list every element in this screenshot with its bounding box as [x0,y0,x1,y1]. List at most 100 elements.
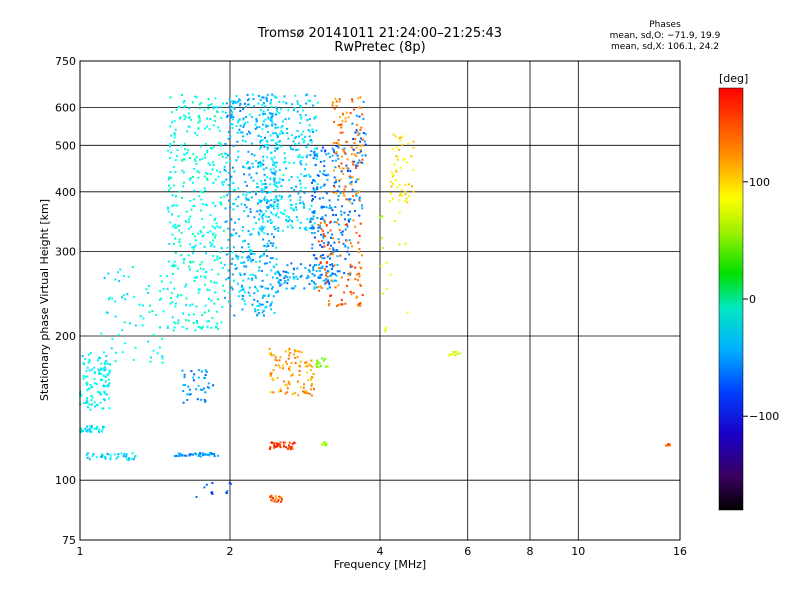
echo-point [101,407,104,410]
echo-point [198,171,201,174]
echo-point [169,171,172,174]
echo-point [299,196,302,199]
echo-point [99,393,102,396]
echo-point [345,198,348,201]
echo-point [295,350,298,352]
echo-point [174,223,177,226]
echo-point [248,167,251,170]
echo-point [361,154,364,157]
echo-point [344,257,347,260]
echo-point [273,444,276,447]
echo-point [361,138,364,141]
echo-point [213,119,216,122]
echo-point [276,108,278,111]
echo-point [288,446,291,449]
echo-point [131,266,134,268]
echo-point [355,154,358,157]
echo-point [214,178,217,181]
echo-point [346,284,348,287]
echo-point [275,212,278,215]
echo-point [359,283,362,286]
x-tick-label: 1 [77,545,84,558]
echo-point [310,226,313,229]
echo-point [142,317,145,320]
echo-point [310,150,313,153]
echo-point [251,93,254,96]
echo-point [261,139,264,142]
echo-point [232,145,235,148]
echo-point [349,112,352,115]
echo-point [319,256,322,259]
echo-point [357,133,360,136]
echo-point [195,495,198,498]
echo-point [398,137,401,140]
echo-point [390,171,393,174]
echo-point [204,127,206,130]
echo-point [220,247,223,250]
echo-point [311,194,314,197]
echo-point [334,273,337,276]
echo-point [337,195,340,197]
echo-point [361,207,364,210]
echo-point [319,274,322,277]
echo-point [347,116,350,119]
echo-point [250,153,253,156]
echo-point [352,219,355,222]
echo-point [201,325,204,328]
echo-point [86,430,89,433]
echo-point [247,230,250,233]
echo-point [199,267,202,270]
plot-grid [80,61,680,540]
echo-point [269,391,272,394]
echo-point [278,495,281,498]
echo-point [173,265,175,268]
echo-point [315,257,318,260]
echo-point [283,281,286,284]
echo-point [336,255,339,258]
echo-point [349,271,352,274]
echo-point [326,178,329,181]
echo-point [88,458,91,461]
echo-point [88,359,91,362]
echo-point [187,385,190,388]
echo-point [245,265,248,268]
echo-point [259,201,262,203]
echo-point [219,144,222,147]
echo-point [233,279,235,282]
echo-point [90,394,93,397]
echo-point [259,99,262,102]
x-tick-label: 4 [377,545,384,558]
echo-point [311,232,313,235]
echo-point [99,392,102,395]
echo-point [202,234,205,237]
echo-point [395,179,397,182]
echo-point [327,281,330,284]
echo-point [356,124,358,127]
echo-point [331,104,334,107]
echo-point [269,242,272,245]
echo-point [302,203,305,205]
echo-point [309,378,312,381]
echo-point [203,187,206,189]
echo-point [203,275,206,278]
echo-point [226,194,229,197]
echo-point [273,156,276,159]
echo-point [297,394,300,397]
echo-point [309,388,312,391]
echo-point [247,167,250,170]
echo-point [323,165,326,168]
echo-point [249,233,252,236]
echo-point [358,196,361,199]
echo-point [355,146,358,149]
echo-point [267,215,270,218]
echo-point [275,196,278,198]
echo-point [207,309,210,312]
echo-point [255,260,257,263]
echo-point [328,283,331,286]
echo-point [224,111,227,114]
echo-point [235,95,238,97]
echo-point [188,116,191,119]
echo-point [398,211,401,214]
echo-point [178,224,181,227]
echo-point [182,261,185,264]
